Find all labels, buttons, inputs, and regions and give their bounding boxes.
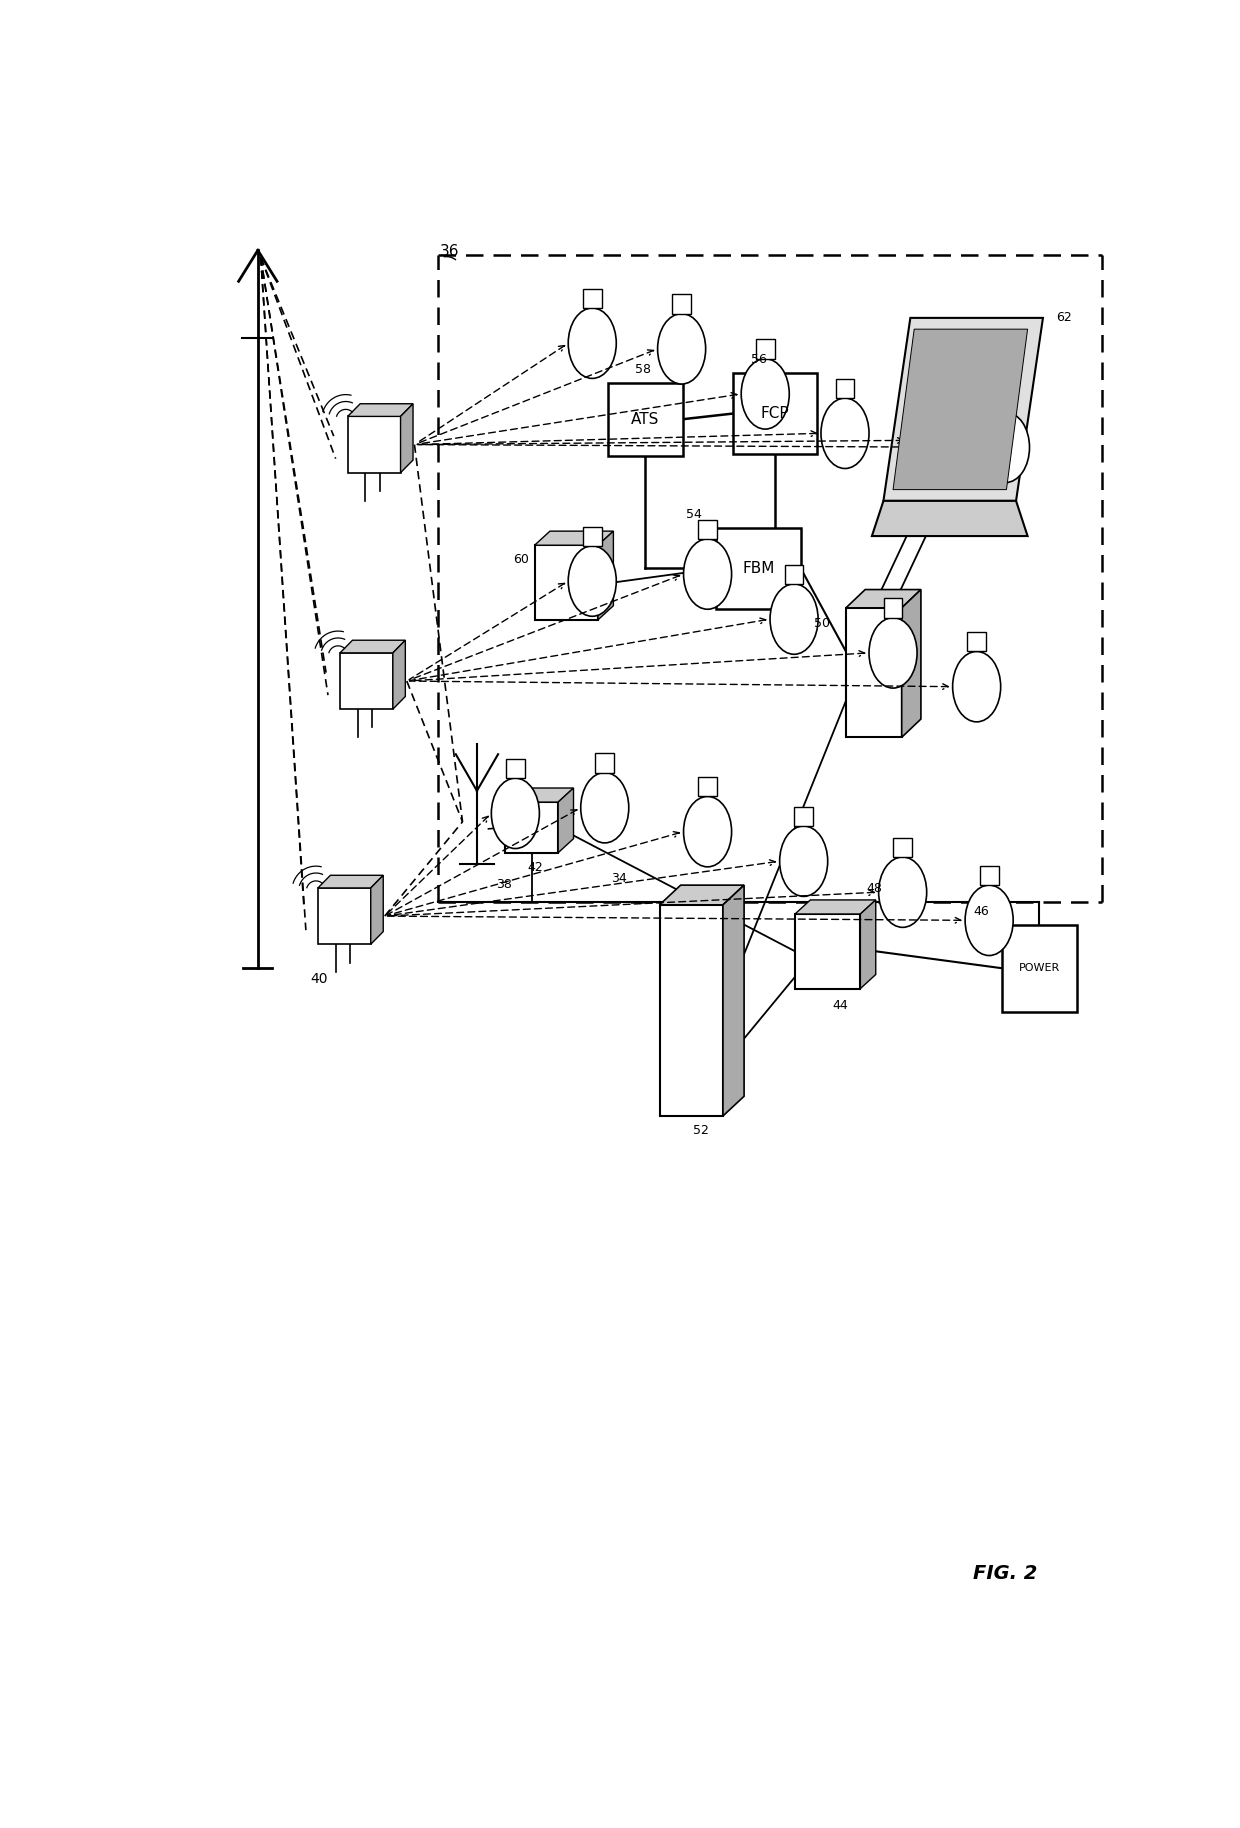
Text: FBM: FBM: [743, 561, 775, 576]
Circle shape: [580, 773, 629, 843]
Text: 58: 58: [635, 362, 651, 375]
Text: 46: 46: [973, 905, 990, 918]
Bar: [608, 382, 682, 455]
Text: ATS: ATS: [631, 411, 660, 426]
Bar: [583, 289, 601, 309]
Polygon shape: [558, 788, 574, 852]
Polygon shape: [371, 876, 383, 945]
Bar: [534, 545, 598, 620]
Bar: [967, 632, 986, 651]
Text: 36: 36: [439, 243, 459, 260]
Bar: [698, 519, 717, 539]
Circle shape: [869, 618, 918, 687]
Text: 56: 56: [751, 353, 766, 366]
Polygon shape: [901, 590, 921, 737]
Text: 44: 44: [832, 998, 848, 1013]
Text: 40: 40: [311, 972, 329, 987]
Polygon shape: [846, 590, 921, 609]
Circle shape: [491, 779, 539, 848]
Bar: [785, 565, 804, 583]
Circle shape: [965, 885, 1013, 956]
Polygon shape: [872, 501, 1028, 536]
Circle shape: [770, 583, 818, 654]
Text: 42: 42: [527, 861, 543, 874]
Polygon shape: [534, 532, 614, 545]
Circle shape: [982, 411, 1029, 483]
Polygon shape: [317, 876, 383, 888]
Polygon shape: [505, 788, 574, 802]
Text: 48: 48: [866, 881, 882, 896]
Bar: [717, 528, 801, 609]
Bar: [884, 598, 903, 618]
Circle shape: [683, 539, 732, 609]
Polygon shape: [723, 885, 744, 1115]
Bar: [795, 914, 861, 989]
Bar: [347, 417, 401, 473]
Bar: [836, 378, 854, 399]
Text: FCP: FCP: [760, 406, 789, 420]
Bar: [980, 866, 998, 885]
Text: POWER: POWER: [1018, 963, 1060, 972]
Circle shape: [657, 314, 706, 384]
Polygon shape: [795, 899, 875, 914]
Bar: [1002, 925, 1076, 1013]
Bar: [923, 386, 941, 406]
Bar: [672, 294, 691, 314]
Polygon shape: [660, 885, 744, 905]
Circle shape: [908, 406, 956, 475]
Text: 54: 54: [687, 508, 702, 521]
Bar: [583, 526, 601, 547]
Bar: [595, 753, 614, 773]
Polygon shape: [883, 318, 1043, 501]
Polygon shape: [393, 640, 405, 709]
Polygon shape: [401, 404, 413, 473]
Bar: [660, 905, 723, 1115]
Bar: [317, 888, 371, 945]
Bar: [506, 759, 525, 779]
Text: 34: 34: [611, 872, 627, 885]
Bar: [996, 393, 1014, 411]
Polygon shape: [347, 404, 413, 417]
Polygon shape: [861, 899, 875, 989]
Bar: [846, 609, 901, 737]
Bar: [756, 340, 775, 358]
Circle shape: [683, 797, 732, 866]
Circle shape: [952, 651, 1001, 722]
Circle shape: [780, 826, 828, 896]
Circle shape: [568, 547, 616, 616]
Circle shape: [821, 399, 869, 468]
Text: 60: 60: [513, 552, 529, 565]
Bar: [698, 777, 717, 797]
Circle shape: [879, 857, 926, 927]
Polygon shape: [340, 640, 405, 653]
Bar: [733, 373, 817, 455]
Text: 38: 38: [496, 877, 512, 890]
Polygon shape: [598, 532, 614, 620]
Bar: [340, 653, 393, 709]
Text: FIG. 2: FIG. 2: [973, 1565, 1038, 1583]
Circle shape: [742, 358, 789, 430]
Text: 50: 50: [815, 618, 831, 631]
Polygon shape: [893, 329, 1028, 490]
Bar: [505, 802, 558, 852]
Bar: [893, 837, 913, 857]
Text: 62: 62: [1056, 311, 1073, 324]
Bar: [795, 806, 813, 826]
Circle shape: [568, 309, 616, 378]
Text: 52: 52: [693, 1124, 709, 1137]
